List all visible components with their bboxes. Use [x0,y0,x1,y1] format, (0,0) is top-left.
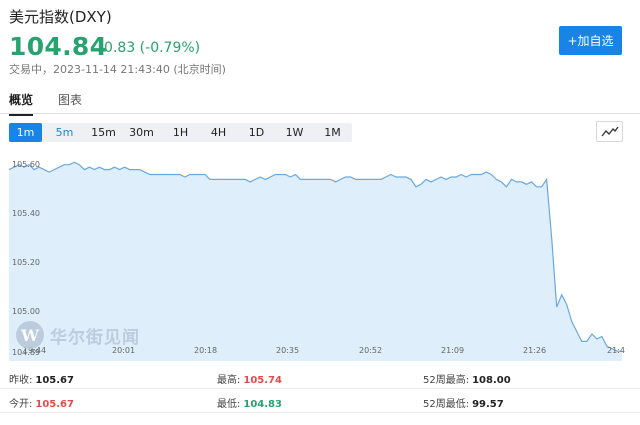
x-tick-label: 20:52 [359,346,383,355]
stat-label: 今开: [9,399,33,410]
stat-label: 最高: [217,375,241,386]
x-tick-label: 20:01 [112,346,136,355]
interval-1w[interactable]: 1W [285,126,304,139]
interval-1m[interactable]: 1m [9,123,42,142]
stat-label: 昨收: [9,375,33,386]
stat-label: 52周最低: [423,399,470,410]
interval-4h[interactable]: 4H [210,126,227,139]
chart-type-button[interactable] [596,121,623,142]
x-tick-label: 19:44 [23,346,47,355]
stat-value: 105.67 [35,375,74,386]
stats-row: 昨收: 105.67 最高: 105.74 52周最高: 108.00 [0,367,640,389]
price-line [9,161,622,352]
last-price: 104.84 [9,32,108,61]
stat-value: 104.83 [243,399,282,410]
stat-value: 105.67 [35,399,74,410]
stat-value: 105.74 [243,375,282,386]
price-change: -0.83 (-0.79%) [99,40,201,56]
x-tick-label: 21:4 [607,346,625,355]
y-tick-label: 104.89 [12,348,40,357]
y-tick-label: 105.40 [12,209,40,218]
stat-open: 今开: 105.67 [9,395,74,410]
price-area-fill [9,162,622,361]
line-chart-icon [600,126,619,136]
price-chart-plot [9,150,622,361]
x-tick-label: 20:18 [194,346,218,355]
price-chart[interactable]: 105.60 105.40 105.20 105.00 104.89 19:44… [9,150,625,361]
tab-bar: 概览 图表 [0,91,640,116]
watermark-logo: W 华尔街见闻 [16,320,140,350]
x-tick-label: 21:09 [441,346,465,355]
stat-value: 99.57 [472,399,504,410]
watermark-text: 华尔街见闻 [50,327,140,348]
instrument-title: 美元指数(DXY) [9,8,112,26]
tab-overview[interactable]: 概览 [9,91,34,116]
watermark-icon: W [16,321,44,349]
trading-status: 交易中，2023-11-14 21:43:40 (北京时间) [9,63,226,76]
x-tick-label: 21:26 [523,346,547,355]
interval-selector: 1m 5m 15m 30m 1H 4H 1D 1W 1M [9,123,352,142]
y-tick-label: 105.60 [12,160,40,169]
add-to-watchlist-button[interactable]: +加自选 [559,26,622,55]
stat-label: 最低: [217,399,241,410]
y-tick-label: 105.20 [12,258,40,267]
interval-1mo[interactable]: 1M [324,126,341,139]
stat-low: 最低: 104.83 [217,395,282,410]
interval-1d[interactable]: 1D [248,126,265,139]
stat-52w-low: 52周最低: 99.57 [423,395,504,410]
stat-value: 108.00 [472,375,511,386]
stat-52w-high: 52周最高: 108.00 [423,371,511,386]
stats-row: 今开: 105.67 最低: 104.83 52周最低: 99.57 [0,391,640,413]
interval-15m[interactable]: 15m [91,126,116,139]
stat-prev-close: 昨收: 105.67 [9,371,74,386]
x-tick-label: 20:35 [276,346,300,355]
y-tick-label: 105.00 [12,307,40,316]
tab-chart[interactable]: 图表 [58,93,83,107]
interval-30m[interactable]: 30m [129,126,154,139]
stat-high: 最高: 105.74 [217,371,282,386]
stat-label: 52周最高: [423,375,470,386]
interval-5m[interactable]: 5m [55,126,74,139]
interval-1h[interactable]: 1H [172,126,189,139]
